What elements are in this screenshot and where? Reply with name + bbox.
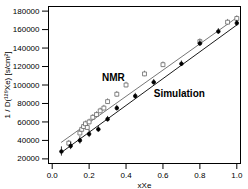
svg-text:40000: 40000 — [17, 136, 40, 145]
svg-text:0.6: 0.6 — [157, 171, 169, 180]
svg-text:0.8: 0.8 — [194, 171, 206, 180]
svg-text:20000: 20000 — [17, 154, 40, 163]
svg-text:0.2: 0.2 — [84, 171, 96, 180]
svg-text:0.0: 0.0 — [47, 171, 59, 180]
svg-text:0.4: 0.4 — [120, 171, 132, 180]
svg-text:120000: 120000 — [13, 62, 40, 71]
svg-text:160000: 160000 — [13, 25, 40, 34]
svg-text:80000: 80000 — [17, 99, 40, 108]
svg-text:1 / D(¹²⁹Xe) [s/cm²]: 1 / D(¹²⁹Xe) [s/cm²] — [3, 52, 12, 119]
svg-text:140000: 140000 — [13, 44, 40, 53]
svg-text:180000: 180000 — [13, 7, 40, 16]
svg-text:60000: 60000 — [17, 118, 40, 127]
svg-text:1.0: 1.0 — [231, 171, 243, 180]
svg-text:Simulation: Simulation — [154, 88, 205, 99]
svg-text:xXe: xXe — [138, 181, 152, 189]
svg-text:100000: 100000 — [13, 81, 40, 90]
svg-text:NMR: NMR — [102, 72, 126, 83]
